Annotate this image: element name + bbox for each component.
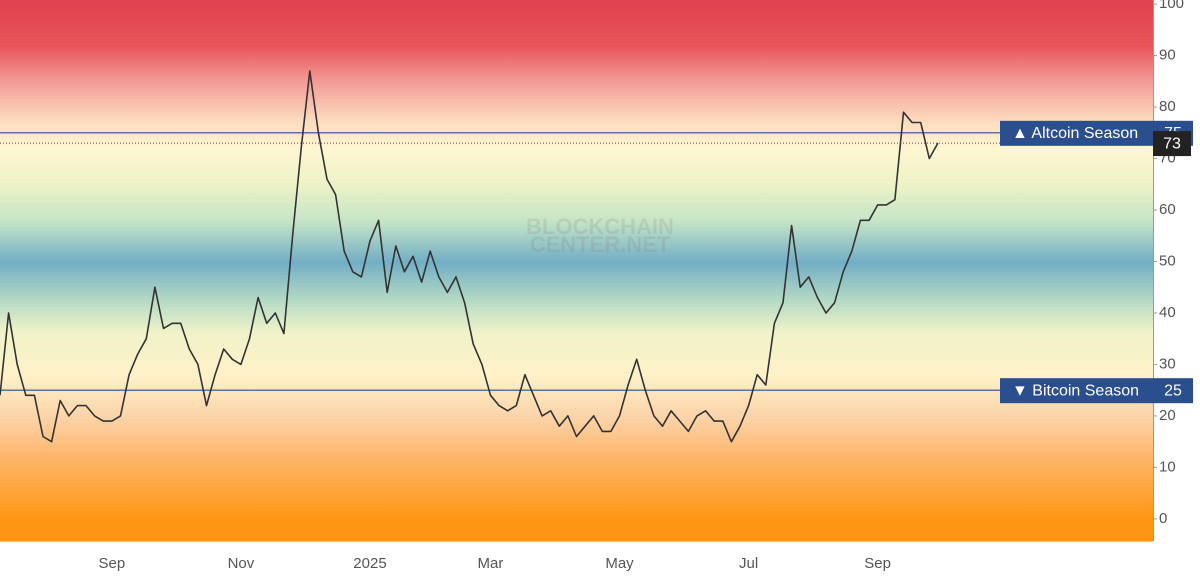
y-tick-label: 90 (1159, 47, 1176, 64)
y-tick-label: 30 (1159, 355, 1176, 372)
y-tick-label: 20 (1159, 407, 1176, 424)
y-tick-label: 80 (1159, 98, 1176, 115)
reference-label-box (1000, 120, 1153, 146)
y-tick-label: 0 (1159, 510, 1167, 527)
watermark: CENTER.NET (530, 232, 671, 257)
reference-label: ▲ Altcoin Season (1012, 125, 1138, 142)
data-line (0, 70, 939, 443)
x-tick-label: Jul (739, 555, 758, 572)
y-tick-label: 50 (1159, 252, 1176, 269)
reference-label: ▼ Bitcoin Season (1012, 382, 1139, 399)
reference-value: 25 (1164, 382, 1182, 399)
x-tick-label: Mar (478, 555, 504, 572)
watermark: BLOCKCHAIN (526, 214, 674, 239)
y-tick-label: 40 (1159, 304, 1176, 321)
plot-background (0, 0, 1153, 541)
y-tick-label: 60 (1159, 201, 1176, 218)
reference-label-box (1000, 378, 1153, 404)
y-tick-label: 10 (1159, 458, 1176, 475)
x-tick-label: May (605, 555, 634, 572)
current-value-label: 73 (1163, 135, 1181, 152)
current-value-box (1153, 131, 1191, 157)
x-tick-label: Nov (228, 555, 255, 572)
x-tick-label: Sep (99, 555, 126, 572)
x-tick-label: 2025 (353, 555, 386, 572)
x-tick-label: Sep (864, 555, 891, 572)
y-tick-label: 100 (1159, 0, 1184, 12)
reference-value-box (1153, 378, 1193, 404)
